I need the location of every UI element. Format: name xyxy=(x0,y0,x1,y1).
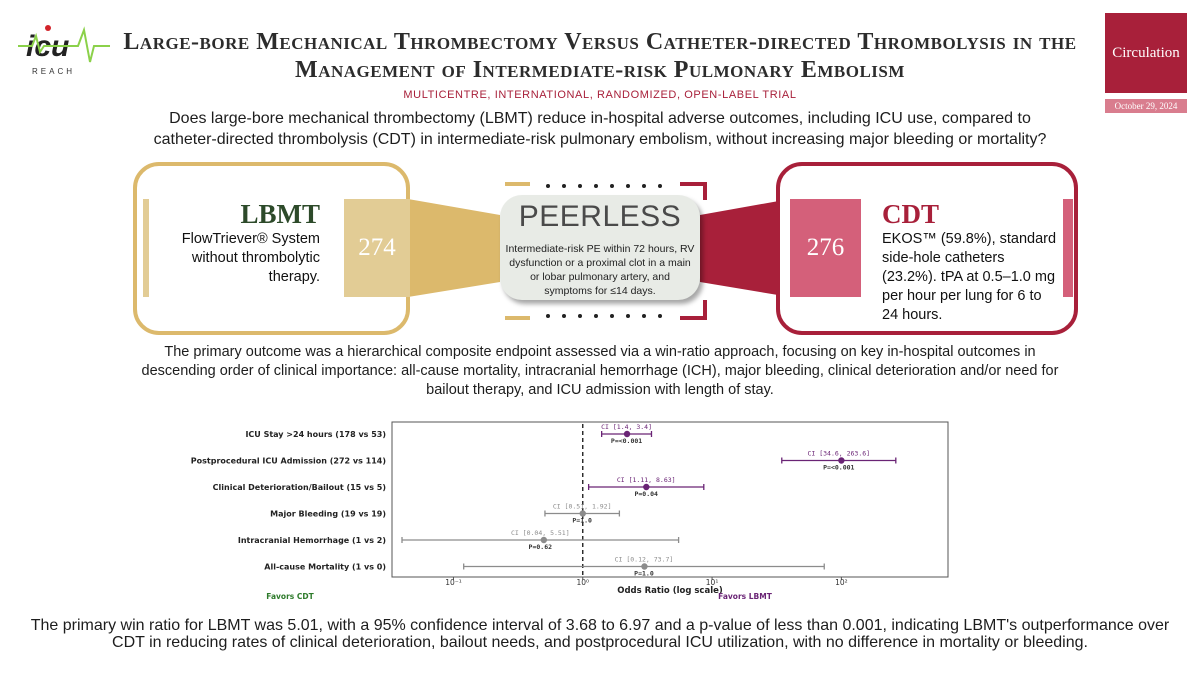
journal-name: Circulation xyxy=(1112,44,1180,61)
research-question: Does large-bore mechanical thrombectomy … xyxy=(153,110,1047,148)
forest-row: Clinical Deterioration/Bailout (15 vs 5)… xyxy=(213,476,705,498)
forest-plot: ICU Stay >24 hours (178 vs 53) CI [1.4, 3… xyxy=(191,421,949,601)
favors-lbmt-label: Favors LBMT xyxy=(718,592,773,601)
point-estimate xyxy=(641,563,648,570)
cdt-description: EKOS™ (59.8%), standard side-hole cathet… xyxy=(882,231,1057,323)
trial-card xyxy=(500,195,700,300)
heartbeat-icon xyxy=(18,26,110,63)
ci-label: CI [1.11, 8.63] xyxy=(617,476,676,484)
journal-date: October 29, 2024 xyxy=(1105,99,1187,113)
x-tick-label: 10⁻¹ xyxy=(445,578,462,587)
ci-label: CI [0.12, 73.7] xyxy=(615,556,674,564)
summary-text: The primary win ratio for LBMT was 5.01,… xyxy=(30,617,1170,651)
row-label: All-cause Mortality (1 vs 0) xyxy=(264,563,386,572)
row-label: Intracranial Hemorrhage (1 vs 2) xyxy=(238,536,386,545)
icu-reach-logo: icu REACH xyxy=(18,25,110,76)
p-value-label: P=0.04 xyxy=(634,490,658,498)
x-axis-label: Odds Ratio (log scale) xyxy=(617,586,723,596)
x-tick-label: 10⁰ xyxy=(576,578,589,587)
point-estimate xyxy=(838,457,845,464)
cdt-side-strip xyxy=(1063,199,1073,297)
point-estimate xyxy=(540,536,548,544)
peer-bracket-right-bottom xyxy=(680,300,707,320)
primary-outcome-text: The primary outcome was a hierarchical c… xyxy=(141,344,1059,398)
peer-bracket-right-top xyxy=(680,182,707,200)
row-label: ICU Stay >24 hours (178 vs 53) xyxy=(245,430,386,439)
forest-row: All-cause Mortality (1 vs 0) CI [0.12, 73… xyxy=(264,556,825,578)
lbmt-count-box: 274 xyxy=(344,199,410,297)
trial-name: PEERLESS xyxy=(518,200,682,233)
favors-cdt-label: Favors CDT xyxy=(266,592,314,601)
journal-badge: Circulation xyxy=(1105,13,1187,93)
logo-sub: REACH xyxy=(32,67,75,76)
lbmt-description: FlowTriever® System without thrombolytic… xyxy=(181,231,320,285)
ci-label: CI [0.04, 5.51] xyxy=(511,529,570,537)
forest-row: Intracranial Hemorrhage (1 vs 2) CI [0.04… xyxy=(238,529,680,551)
lbmt-name: LBMT xyxy=(240,199,320,229)
lbmt-count: 274 xyxy=(358,234,396,261)
trial-population: Intermediate-risk PE within 72 hours, RV… xyxy=(505,243,695,297)
cdt-name: CDT xyxy=(882,199,940,229)
point-estimate xyxy=(623,430,631,438)
point-estimate xyxy=(643,483,650,491)
row-label: Major Bleeding (19 vs 19) xyxy=(270,510,386,519)
lbmt-connector xyxy=(408,199,500,297)
cdt-count-box: 276 xyxy=(790,199,861,297)
x-tick-label: 10² xyxy=(835,578,848,587)
cdt-count: 276 xyxy=(806,234,845,261)
ci-label: CI [0.51, 1.92] xyxy=(553,503,612,511)
trial-design: MULTICENTRE, INTERNATIONAL, RANDOMIZED, … xyxy=(403,89,797,101)
x-tick-label: 10¹ xyxy=(706,578,719,587)
forest-row: ICU Stay >24 hours (178 vs 53) CI [1.4, 3… xyxy=(245,423,653,445)
p-value-label: P=1.0 xyxy=(572,517,592,525)
forest-row: Major Bleeding (19 vs 19) CI [0.51, 1.92]… xyxy=(270,503,621,525)
cdt-connector xyxy=(700,199,790,297)
p-value-label: P=<0.001 xyxy=(611,437,642,445)
p-value-label: P=<0.001 xyxy=(823,464,854,472)
p-value-label: P=1.0 xyxy=(634,570,654,578)
page-title: Large-bore Mechanical Thrombectomy Versu… xyxy=(123,29,1077,83)
point-estimate xyxy=(579,510,586,517)
logo-dot-icon xyxy=(45,25,51,31)
row-label: Clinical Deterioration/Bailout (15 vs 5) xyxy=(213,483,386,492)
ci-label: CI [34.6, 263.6] xyxy=(807,450,870,458)
p-value-label: P=0.62 xyxy=(529,543,553,551)
lbmt-side-strip xyxy=(143,199,149,297)
ci-label: CI [1.4, 3.4] xyxy=(601,423,652,431)
peer-dots xyxy=(546,184,662,318)
row-label: Postprocedural ICU Admission (272 vs 114… xyxy=(191,457,386,466)
forest-row: Postprocedural ICU Admission (272 vs 114… xyxy=(191,450,897,472)
plot-frame xyxy=(391,421,949,578)
